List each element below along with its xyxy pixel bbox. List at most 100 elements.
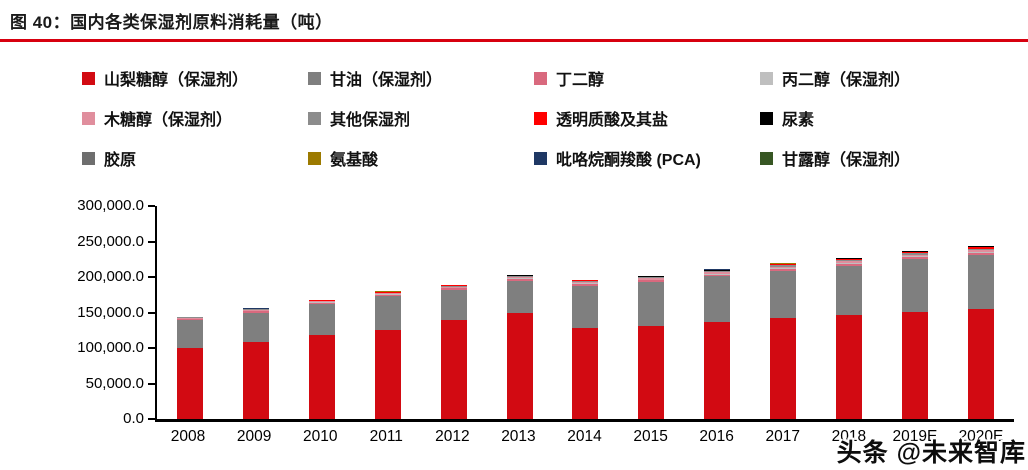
y-axis-label: 250,000.0 [77, 232, 144, 250]
bar-segment [242, 341, 269, 419]
bar-segment [770, 270, 797, 319]
bar-segment [770, 268, 797, 269]
bar-segment [968, 308, 995, 419]
bar-segment [506, 277, 533, 279]
bar-2011 [374, 291, 401, 419]
legend-label: 吡咯烷酮羧酸 (PCA) [556, 152, 701, 169]
bar-segment [770, 268, 797, 271]
legend-label: 透明质酸及其盐 [556, 112, 669, 129]
bar-segment [374, 292, 401, 294]
bar-2014 [572, 279, 599, 419]
bar-segment [506, 275, 533, 276]
legend-label: 氨基酸 [330, 152, 379, 169]
x-axis-label: 2019E [892, 428, 938, 445]
bar-segment [572, 282, 599, 284]
y-axis-label: 100,000.0 [77, 339, 144, 356]
bar-segment [902, 251, 929, 254]
bar-segment [968, 251, 995, 253]
x-axis-label: 2011 [369, 428, 403, 445]
bar-segment [638, 278, 665, 280]
bar-segment [374, 294, 401, 295]
bar-segment [176, 317, 203, 319]
bar-2016 [704, 269, 731, 419]
bar-segment [572, 279, 599, 281]
x-axis-label: 2017 [765, 428, 800, 445]
bar-segment [704, 271, 731, 273]
legend-item-7: 透明质酸及其盐 [534, 106, 760, 130]
bar-segment [902, 253, 929, 255]
bar-segment [968, 250, 995, 252]
x-axis-label: 2020E [958, 428, 1004, 445]
y-axis-label: 200,000.0 [77, 268, 144, 285]
x-axis-line [155, 419, 1014, 422]
bar-segment [704, 276, 731, 322]
legend-swatch-icon [534, 71, 547, 85]
bar-segment [242, 310, 269, 311]
bar-segment [836, 262, 863, 264]
bar-segment [440, 288, 467, 290]
figure-header: 图 40：国内各类保湿剂原料消耗量（吨） [0, 0, 1028, 42]
bar-segment [770, 265, 797, 267]
x-axis-label: 2016 [699, 428, 734, 445]
bar-segment [704, 274, 731, 277]
bar-segment [572, 281, 599, 283]
x-axis-label: 2012 [435, 428, 470, 445]
bar-segment [770, 264, 797, 266]
x-axis-label: 2010 [302, 428, 338, 445]
bar-segment [638, 326, 665, 419]
bar-segment [968, 248, 995, 251]
bar-segment [572, 328, 599, 419]
bar-segment [638, 279, 665, 281]
bar-segment [374, 294, 401, 297]
bar-2008 [176, 316, 203, 419]
bar-segment [572, 283, 599, 286]
legend-label: 丁二醇 [556, 72, 605, 89]
legend-swatch-icon [760, 151, 773, 165]
watermark: 头条 @未来智库 [836, 439, 1026, 467]
legend-swatch-icon [760, 111, 773, 125]
legend-swatch-icon [534, 151, 547, 165]
bar-segment [440, 287, 467, 289]
legend-swatch-icon [308, 71, 321, 85]
bar-segment [506, 278, 533, 280]
x-axis-label: 2008 [170, 428, 206, 445]
bar-segment [968, 246, 995, 247]
bar-segment [836, 258, 863, 261]
bar-segment [704, 270, 731, 272]
bar-2020E [968, 245, 995, 419]
bar-segment [770, 266, 797, 269]
bar-segment [902, 256, 929, 258]
bar-segment [902, 257, 929, 260]
bar-segment [770, 263, 797, 265]
y-axis-label: 150,000.0 [77, 303, 144, 321]
bar-segment [440, 320, 467, 419]
legend-label: 丙二醇（保湿剂） [782, 72, 911, 89]
legend-item-3: 丁二醇 [534, 66, 760, 90]
bar-segment [242, 311, 269, 313]
bar-2013 [506, 274, 533, 419]
legend-item-4: 丙二醇（保湿剂） [760, 66, 986, 90]
bar-segment [176, 317, 203, 318]
bar-segment [638, 277, 665, 279]
bar-segment [242, 312, 269, 342]
legend-label: 尿素 [782, 112, 815, 129]
bar-segment [836, 265, 863, 316]
bar-segment [968, 252, 995, 255]
bar-2018 [836, 257, 863, 419]
legend-item-5: 木糖醇（保湿剂） [82, 106, 308, 130]
y-axis-tick [148, 418, 155, 420]
bar-segment [770, 318, 797, 419]
bar-segment [308, 301, 335, 303]
bar-segment [308, 304, 335, 336]
chart-legend: 山梨糖醇（保湿剂） 甘油（保湿剂） 丁二醇 丙二醇（保湿剂） 木糖醇（保湿剂） 其他保湿剂… [82, 66, 1022, 170]
bar-segment [176, 319, 203, 321]
legend-label: 其他保湿剂 [330, 112, 411, 129]
bar-2019E [902, 250, 929, 419]
legend-item-10: 氨基酸 [308, 146, 534, 170]
bar-segment [704, 269, 731, 271]
page-title: 图 40：国内各类保湿剂原料消耗量（吨） [10, 13, 333, 32]
legend-item-8: 尿素 [760, 106, 986, 130]
bar-segment [572, 285, 599, 329]
bar-segment [176, 320, 203, 348]
